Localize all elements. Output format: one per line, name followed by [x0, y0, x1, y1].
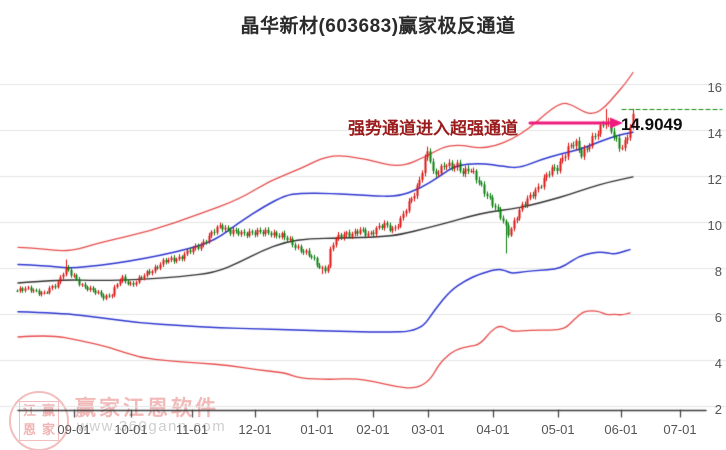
- channel-signal-annotation: 强势通道进入超强通道: [348, 119, 518, 138]
- x-axis-tick-label: 10-01: [114, 422, 148, 437]
- latest-price-label: 14.9049: [621, 115, 683, 134]
- y-axis-tick-label: 4: [714, 356, 722, 371]
- y-axis-tick-label: 16: [707, 80, 722, 95]
- x-axis-tick-label: 11-01: [175, 422, 209, 437]
- x-axis-tick-label: 07-01: [663, 422, 697, 437]
- x-axis-tick-label: 06-01: [604, 422, 638, 437]
- x-axis-tick-label: 01-01: [300, 422, 334, 437]
- x-axis-tick-label: 05-01: [541, 422, 575, 437]
- chart-title: 晶华新材(603683)赢家极反通道: [240, 16, 516, 37]
- y-axis-tick-label: 2: [714, 402, 722, 417]
- y-axis-tick-label: 14: [707, 126, 722, 141]
- x-axis-tick-label: 04-01: [476, 422, 510, 437]
- x-axis-tick-label: 12-01: [238, 422, 272, 437]
- y-axis-tick-label: 12: [707, 172, 722, 187]
- y-axis-tick-label: 10: [707, 218, 722, 233]
- x-axis-tick-label: 03-01: [411, 422, 445, 437]
- x-axis-tick-label: 02-01: [356, 422, 390, 437]
- y-axis-tick-label: 8: [714, 264, 722, 279]
- y-axis-tick-label: 6: [714, 310, 722, 325]
- x-axis-tick-label: 09-01: [57, 422, 91, 437]
